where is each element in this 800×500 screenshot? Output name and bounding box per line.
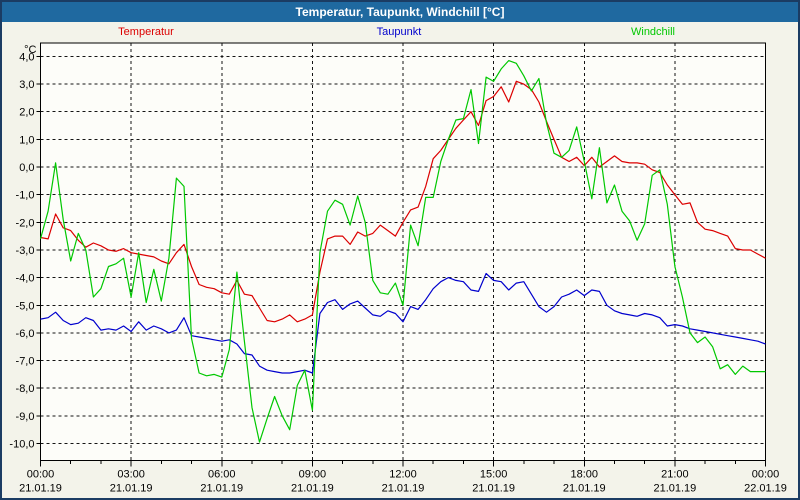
x-tick-date-label: 21.01.19 [19,483,62,495]
y-tick-label: -5,0 [16,300,35,312]
x-tick-date-label: 21.01.19 [563,483,606,495]
series-line-windchill [39,59,766,443]
x-tick-date-label: 21.01.19 [382,483,425,495]
x-tick-date-label: 21.01.19 [110,483,153,495]
x-tick-time-label: 00:00 [27,469,55,481]
y-tick-label: -6,0 [16,328,35,340]
x-tick-time-label: 21:00 [661,469,689,481]
x-tick-date-label: 21.01.19 [291,483,334,495]
y-tick-label: 0,0 [19,162,34,174]
y-tick-label: -7,0 [16,356,35,368]
x-tick-date-label: 21.01.19 [472,483,515,495]
x-tick-date-label: 21.01.19 [653,483,696,495]
x-tick-date-label: 22.01.19 [744,483,787,495]
title-bar: Temperatur, Taupunkt, Windchill [°C] [2,2,798,22]
y-axis-unit-label: °C [24,44,36,56]
y-tick-label: -10,0 [9,438,34,450]
x-tick-time-label: 15:00 [480,469,508,481]
x-tick-time-label: 18:00 [570,469,598,481]
plot-background [40,43,766,461]
plot-border [40,42,766,461]
y-tick-label: 2,0 [19,107,34,119]
x-tick-time-label: 09:00 [299,469,327,481]
x-tick-date-label: 21.01.19 [200,483,243,495]
legend-item-windchill: Windchill [630,26,676,38]
y-tick-label: -1,0 [16,190,35,202]
chart-title: Temperatur, Taupunkt, Windchill [°C] [295,5,505,19]
x-tick-time-label: 12:00 [389,469,417,481]
y-tick-label: -3,0 [16,245,35,257]
y-tick-label: -2,0 [16,217,35,229]
y-tick-label: 4,0 [19,51,34,63]
x-tick-time-label: 00:00 [752,469,780,481]
series-line-taupunkt [40,272,766,374]
y-tick-label: -8,0 [16,383,35,395]
legend-item-temperatur: Temperatur [118,26,174,38]
x-tick-time-label: 06:00 [208,469,236,481]
y-tick-label: 3,0 [19,79,34,91]
y-tick-label: 1,0 [19,134,34,146]
x-tick-time-label: 03:00 [117,469,145,481]
legend-item-taupunkt: Taupunkt [376,26,422,38]
series-line-temperatur [40,80,766,323]
y-tick-label: -4,0 [16,273,35,285]
y-tick-label: -9,0 [16,411,35,423]
